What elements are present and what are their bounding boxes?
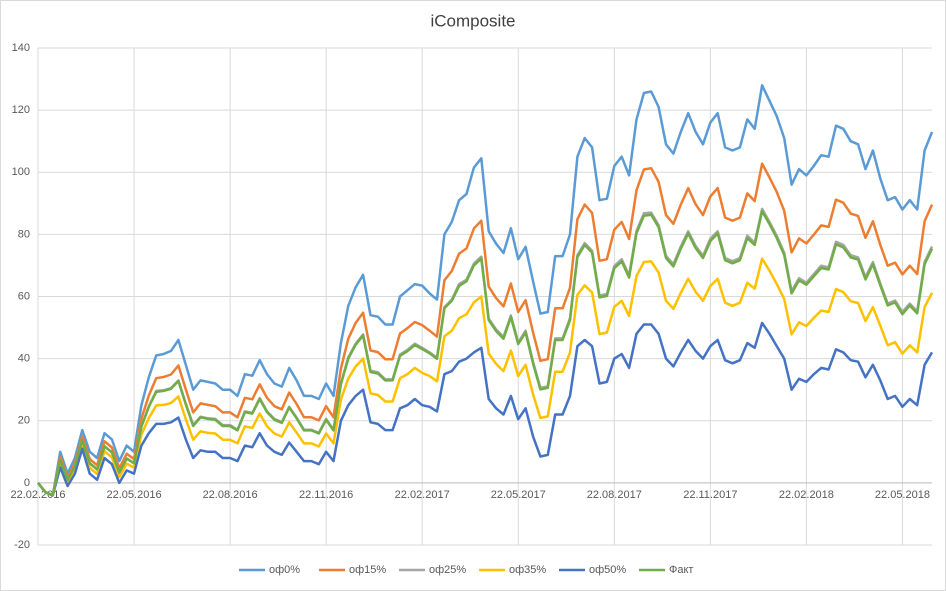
legend-label: оф0% [269,564,300,576]
series-line [37,209,934,497]
y-tick-label: 0 [24,477,30,489]
series-line [37,321,934,497]
series-line [37,257,934,497]
x-tick-label: 22.11.2016 [299,489,353,501]
y-tick-label: 60 [18,290,30,302]
y-tick-label: 140 [12,42,30,54]
series-line [37,84,934,497]
y-tick-label: 20 [18,415,30,427]
y-tick-label: -20 [14,539,30,551]
x-tick-label: 22.02.2018 [779,489,834,501]
x-tick-label: 22.11.2017 [683,489,737,501]
x-tick-label: 22.02.2017 [395,489,450,501]
y-tick-label: 40 [18,353,30,365]
legend-label: оф25% [429,564,466,576]
y-tick-label: 100 [12,166,30,178]
x-tick-label: 22.05.2017 [491,489,546,501]
x-tick-label: 22.05.2016 [107,489,162,501]
legend-label: Факт [669,564,693,576]
x-tick-label: 22.08.2017 [587,489,642,501]
legend-label: оф35% [509,564,546,576]
x-tick-label: 22.05.2018 [875,489,930,501]
x-tick-label: 22.08.2016 [203,489,258,501]
y-tick-label: 80 [18,228,30,240]
x-tick-label: 22.02.2016 [10,489,65,501]
y-tick-label: 120 [12,104,30,116]
series-line [37,162,934,497]
legend-label: оф15% [349,564,386,576]
chart-title: iComposite [430,11,515,30]
legend-label: оф50% [589,564,626,576]
